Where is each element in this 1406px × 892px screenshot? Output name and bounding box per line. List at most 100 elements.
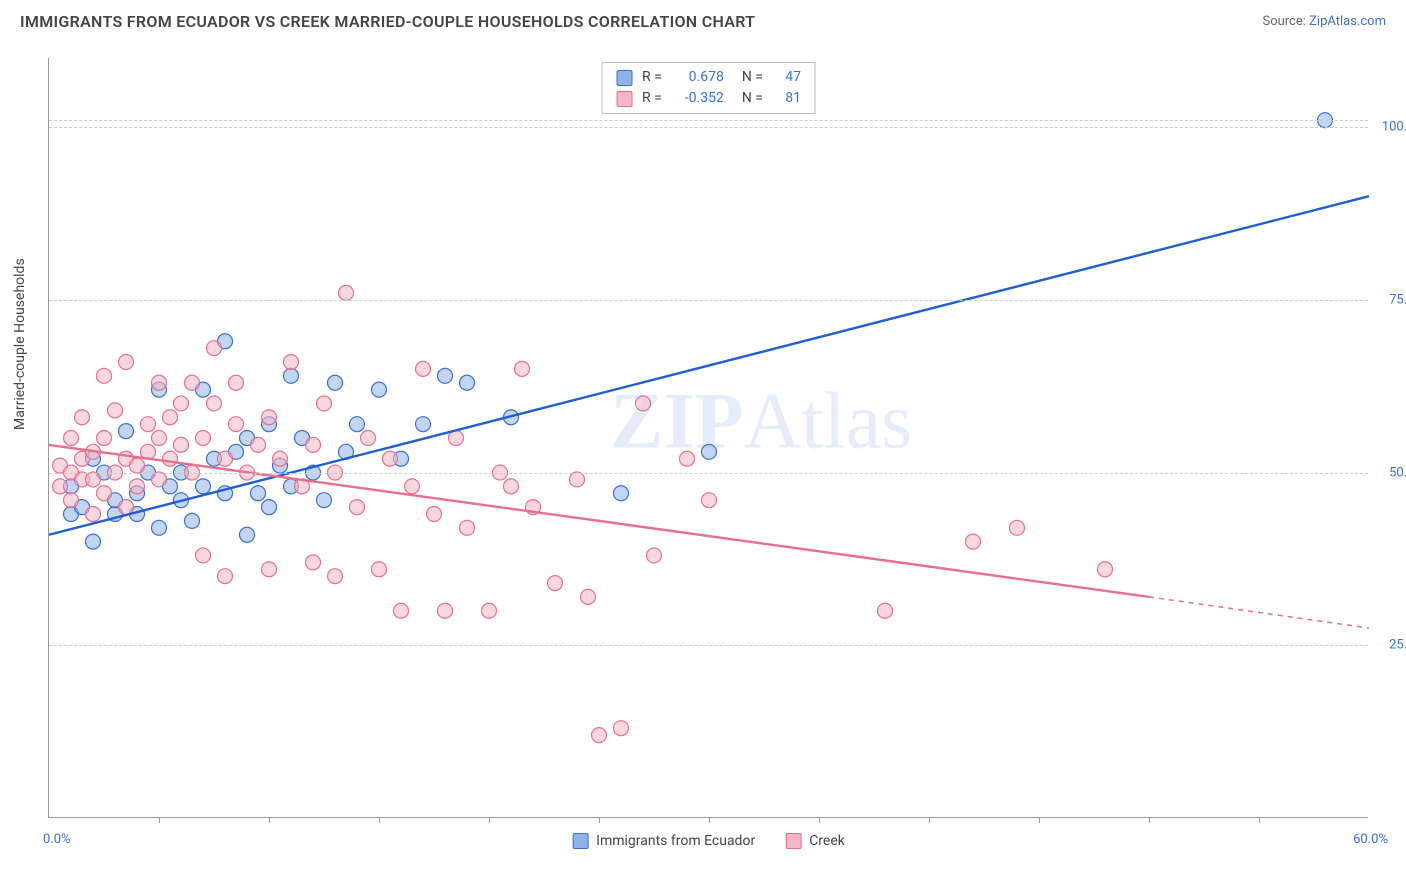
data-point: [306, 437, 321, 452]
plot-area: ZIPAtlas R =0.678N =47R =-0.352N =81 25.…: [48, 58, 1368, 818]
data-point: [163, 410, 178, 425]
data-point: [152, 520, 167, 535]
gridline: [49, 120, 1368, 121]
data-point: [460, 520, 475, 535]
data-point: [636, 396, 651, 411]
data-point: [185, 513, 200, 528]
data-point: [64, 493, 79, 508]
data-point: [218, 569, 233, 584]
source-link[interactable]: ZipAtlas.com: [1309, 14, 1386, 29]
legend-item: Creek: [785, 833, 845, 849]
data-point: [229, 417, 244, 432]
data-point: [372, 382, 387, 397]
data-point: [504, 479, 519, 494]
legend-swatch: [572, 833, 588, 849]
data-point: [262, 500, 277, 515]
data-point: [416, 361, 431, 376]
n-value: 81: [773, 88, 801, 109]
data-point: [119, 424, 134, 439]
data-point: [119, 500, 134, 515]
data-point: [108, 403, 123, 418]
data-point: [262, 410, 277, 425]
data-point: [515, 361, 530, 376]
data-point: [702, 444, 717, 459]
regression-line: [49, 196, 1369, 535]
data-point: [328, 375, 343, 390]
data-point: [152, 375, 167, 390]
r-label: R =: [642, 88, 662, 109]
data-point: [196, 548, 211, 563]
n-label: N =: [742, 88, 763, 109]
legend-label: Creek: [809, 833, 845, 849]
data-point: [647, 548, 662, 563]
y-tick-label: 75.0%: [1389, 292, 1406, 307]
legend-swatch: [616, 91, 632, 107]
data-point: [273, 451, 288, 466]
source-label: Source: ZipAtlas.com: [1262, 14, 1386, 29]
x-tick: [379, 817, 380, 823]
data-point: [383, 451, 398, 466]
data-point: [548, 576, 563, 591]
data-point: [592, 728, 607, 743]
data-point: [427, 507, 442, 522]
data-point: [460, 375, 475, 390]
legend-swatch: [616, 70, 632, 86]
data-point: [86, 534, 101, 549]
data-point: [196, 431, 211, 446]
data-point: [86, 507, 101, 522]
x-tick: [1039, 817, 1040, 823]
data-point: [405, 479, 420, 494]
y-tick-label: 25.0%: [1389, 638, 1406, 653]
x-tick: [709, 817, 710, 823]
data-point: [1098, 562, 1113, 577]
data-point: [163, 451, 178, 466]
regression-line-ext: [1149, 597, 1369, 628]
data-point: [1010, 520, 1025, 535]
data-point: [64, 431, 79, 446]
data-point: [251, 437, 266, 452]
gridline: [49, 127, 1368, 128]
data-point: [702, 493, 717, 508]
data-point: [438, 368, 453, 383]
data-point: [878, 603, 893, 618]
data-point: [196, 479, 211, 494]
data-point: [207, 341, 222, 356]
data-point: [966, 534, 981, 549]
data-point: [416, 417, 431, 432]
legend-item: Immigrants from Ecuador: [572, 833, 755, 849]
data-point: [152, 472, 167, 487]
r-value: -0.352: [672, 88, 724, 109]
legend-label: Immigrants from Ecuador: [596, 833, 755, 849]
data-point: [339, 285, 354, 300]
x-max-label: 60.0%: [1353, 832, 1388, 847]
data-point: [174, 396, 189, 411]
data-point: [97, 368, 112, 383]
data-point: [438, 603, 453, 618]
data-point: [141, 417, 156, 432]
data-point: [680, 451, 695, 466]
y-tick-label: 50.0%: [1389, 465, 1406, 480]
r-value: 0.678: [672, 67, 724, 88]
data-point: [152, 431, 167, 446]
data-point: [229, 375, 244, 390]
x-tick: [929, 817, 930, 823]
data-point: [240, 527, 255, 542]
data-point: [328, 569, 343, 584]
scatter-svg: [49, 58, 1368, 817]
data-point: [306, 555, 321, 570]
data-point: [119, 355, 134, 370]
data-point: [251, 486, 266, 501]
correlation-legend: R =0.678N =47R =-0.352N =81: [601, 62, 816, 114]
data-point: [570, 472, 585, 487]
data-point: [372, 562, 387, 577]
data-point: [130, 458, 145, 473]
data-point: [174, 437, 189, 452]
r-label: R =: [642, 67, 662, 88]
legend-row: R = -0.352 N = 81: [616, 88, 801, 109]
data-point: [482, 603, 497, 618]
data-point: [97, 431, 112, 446]
regression-line: [49, 445, 1149, 597]
gridline: [49, 473, 1368, 474]
x-tick: [819, 817, 820, 823]
data-point: [130, 479, 145, 494]
